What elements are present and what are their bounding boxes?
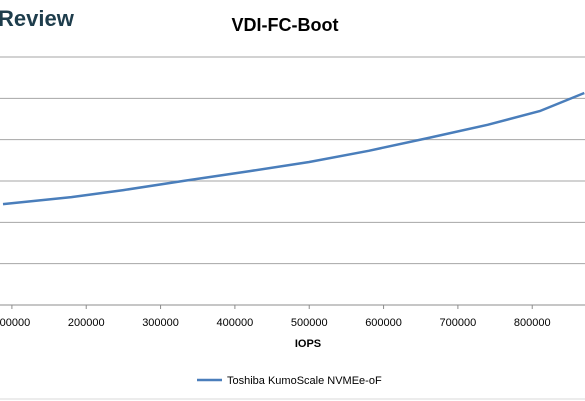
series-line (2, 91, 585, 206)
x-tick-label: 600000 (365, 317, 402, 329)
chart-title: VDI-FC-Boot (232, 15, 339, 35)
x-tick-label: 200000 (68, 317, 105, 329)
logo: Review (0, 6, 75, 31)
legend-label: Toshiba KumoScale NVMEe-oF (227, 375, 382, 387)
x-tick-label: 400000 (217, 317, 254, 329)
x-axis-label: IOPS (295, 338, 321, 350)
x-tick-label: 700000 (440, 317, 477, 329)
x-tick-label: 100000 (0, 317, 30, 329)
x-tick-label: 500000 (291, 317, 328, 329)
x-tick-label: 800000 (514, 317, 551, 329)
x-tick-label: 300000 (142, 317, 179, 329)
